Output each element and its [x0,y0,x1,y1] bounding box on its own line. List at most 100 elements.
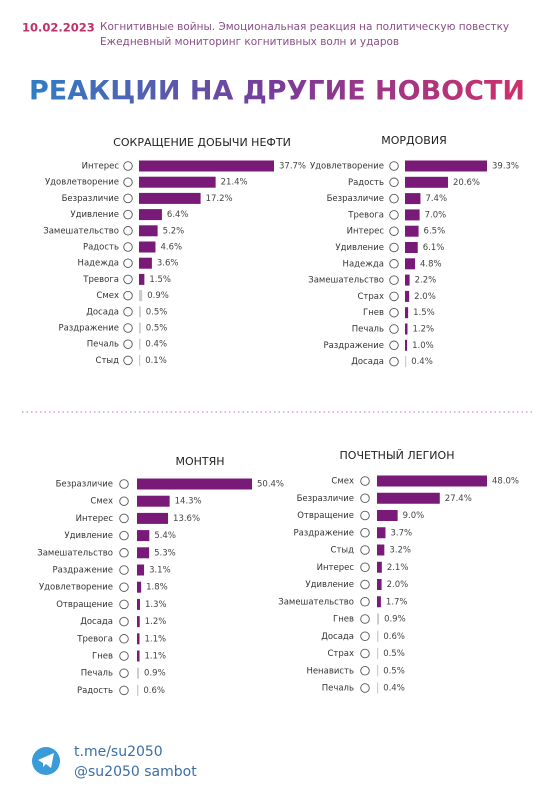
date: 10.02.2023 [22,21,95,35]
value-label: 5.3% [154,548,176,558]
value-label: 0.1% [145,356,167,366]
emotion-icon [389,307,399,318]
emotion-icon [360,648,370,659]
category-label: Стыд [331,546,355,556]
value-label: 1.1% [145,652,167,662]
emotion-icon [123,177,133,187]
bar [405,339,408,351]
value-label: 0.5% [146,324,168,334]
bar [405,160,487,172]
bar [137,581,142,593]
value-label: 4.8% [420,259,442,269]
value-label: 7.0% [425,210,447,220]
category-label: Замешательство [37,548,113,558]
category-label: Удовлетворение [45,178,119,188]
bar [137,547,150,559]
category-label: Удивление [70,210,119,220]
bar [137,530,150,542]
value-label: 3.6% [157,259,179,269]
category-label: Досада [351,357,384,367]
bar [139,225,158,237]
category-label: Раздражение [52,566,113,576]
value-label: 3.2% [389,546,411,556]
category-label: Радость [77,686,113,696]
value-label: 0.9% [147,291,169,301]
value-label: 5.2% [163,226,185,236]
category-label: Замешательство [308,276,384,286]
bar [139,209,162,221]
emotion-icon [123,323,133,333]
emotion-icon [360,510,370,521]
category-label: Раздражение [323,341,384,351]
emotion-icon [389,161,399,171]
category-label: Интерес [317,563,355,573]
category-label: Надежда [78,259,119,269]
emotion-icon [360,579,370,590]
emotion-icon [119,582,129,592]
value-label: 9.0% [403,511,425,521]
value-label: 0.6% [383,632,405,642]
value-label: 6.5% [424,227,446,237]
emotion-icon [389,242,399,253]
bar [377,527,386,539]
value-label: 7.4% [425,194,447,204]
value-label: 0.9% [384,615,406,625]
bar [139,241,156,253]
value-label: 6.4% [167,210,189,220]
emotion-icon [123,242,133,252]
emotion-icon [360,493,370,504]
category-label: Безразличие [62,194,119,204]
category-label: Гнев [363,308,384,318]
bar [377,630,379,642]
category-label: Смех [331,477,354,487]
value-label: 39.3% [492,162,519,172]
bar [137,598,140,610]
emotion-icon [119,530,129,541]
category-label: Безразличие [56,480,113,490]
bar [377,492,440,504]
emotion-icon [389,259,399,269]
footer-link: @su2050 sambot [74,764,197,780]
category-label: Страх [327,649,354,659]
bar [137,616,140,628]
bar [377,544,385,556]
emotion-icon [123,274,133,285]
emotion-icon [389,291,399,302]
bar [137,650,140,662]
category-label: Тревога [76,634,113,644]
bar [137,667,140,679]
bar [137,512,169,524]
bar [377,596,381,608]
emotion-icon [119,668,129,678]
bar [377,561,382,573]
bar [137,633,140,645]
chart-title: ПОЧЕТНЫЙ ЛЕГИОН [340,449,455,462]
category-label: Печаль [81,669,113,679]
emotion-icon [389,210,399,220]
value-label: 13.6% [173,514,200,524]
value-label: 0.5% [383,649,405,659]
emotion-icon [123,258,133,268]
value-label: 37.7% [279,162,306,172]
emotion-icon [360,476,370,486]
value-label: 0.4% [145,340,167,350]
emotion-icon [360,683,370,693]
category-label: Тревога [82,275,119,285]
main-title: РЕАКЦИИ НА ДРУГИЕ НОВОСТИ [29,76,525,107]
value-label: 14.3% [175,497,202,507]
emotion-icon [360,528,370,538]
emotion-icon [119,496,129,506]
category-label: Удивление [335,243,384,253]
value-label: 0.5% [146,307,168,317]
bar [405,193,421,205]
category-label: Смех [96,291,119,301]
bar [377,682,379,694]
emotion-icon [119,634,129,644]
category-label: Радость [83,243,119,253]
bar [377,579,382,590]
value-label: 2.0% [387,580,409,590]
value-label: 1.5% [413,308,435,318]
value-label: 17.2% [206,194,233,204]
value-label: 1.2% [413,325,435,335]
